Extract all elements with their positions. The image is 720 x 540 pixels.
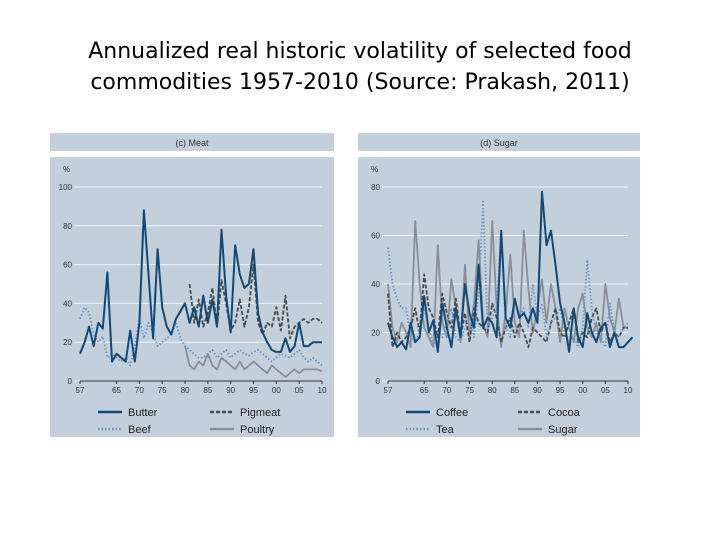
sugar-x-tick-label: 65 <box>420 386 429 395</box>
sugar-x-tick-label: 95 <box>556 386 565 395</box>
meat-chart: (c) Meat% 0 20 40 60 80 100 57 65 70 75 80 85 90 95 00 0… <box>50 133 334 437</box>
meat-legend-label-poultry: Poultry <box>240 424 275 436</box>
sugar-title-band <box>358 151 640 157</box>
meat-x-tick-label: 00 <box>272 386 281 395</box>
sugar-legend-label-cocoa: Cocoa <box>548 407 581 419</box>
meat-y-tick-label: 20 <box>63 338 72 347</box>
sugar-y-tick-label: 0 <box>376 377 381 386</box>
sugar-x-tick-label: 10 <box>624 386 633 395</box>
meat-legend-label-butter: Butter <box>128 407 158 419</box>
meat-x-tick-label: 57 <box>76 386 85 395</box>
sugar-x-tick-label: 70 <box>442 386 451 395</box>
meat-y-tick-label: 0 <box>68 377 73 386</box>
slide-title-line-2: commodities 1957-2010 (Source: Prakash, … <box>90 70 630 95</box>
sugar-series-coffee <box>387 190 634 353</box>
sugar-legend-label-tea: Tea <box>436 424 455 436</box>
sugar-y-tick-label: 20 <box>371 329 380 338</box>
sugar-chart: (d) Sugar% 0 20 40 60 80 57 65 70 75 80 85 90 95 00 05 1… <box>358 133 640 437</box>
sugar-x-tick-label: 05 <box>601 386 610 395</box>
slide-title: Annualized real historic volatility of s… <box>0 36 720 98</box>
meat-series-beef <box>79 306 323 367</box>
sugar-x-tick-label: 75 <box>465 386 474 395</box>
meat-title-band <box>50 151 334 157</box>
meat-x-tick-label: 80 <box>181 386 190 395</box>
meat-x-tick-label: 90 <box>226 386 235 395</box>
meat-unit-label: % <box>63 165 70 174</box>
sugar-x-tick-label: 85 <box>510 386 519 395</box>
slide-title-line-1: Annualized real historic volatility of s… <box>88 39 632 64</box>
meat-x-tick-label: 10 <box>318 386 327 395</box>
meat-chart-title: (c) Meat <box>175 138 209 148</box>
sugar-x-tick-label: 80 <box>488 386 497 395</box>
meat-legend-label-pigmeat: Pigmeat <box>240 407 280 419</box>
sugar-legend-label-sugar: Sugar <box>548 424 578 436</box>
meat-x-tick-label: 95 <box>249 386 258 395</box>
meat-x-tick-label: 75 <box>158 386 167 395</box>
sugar-series-sugar <box>387 220 628 349</box>
meat-y-tick-label: 100 <box>59 183 73 192</box>
sugar-legend-label-coffee: Coffee <box>436 407 468 419</box>
meat-x-tick-label: 65 <box>112 386 121 395</box>
meat-y-tick-label: 40 <box>63 299 72 308</box>
meat-legend-label-beef: Beef <box>128 424 152 436</box>
sugar-y-tick-label: 40 <box>371 280 380 289</box>
meat-series-butter <box>79 209 322 363</box>
sugar-x-tick-label: 00 <box>578 386 587 395</box>
sugar-x-tick-label: 57 <box>384 386 393 395</box>
meat-y-tick-label: 60 <box>63 261 72 270</box>
sugar-y-tick-label: 80 <box>371 183 380 192</box>
meat-panel-background <box>50 133 334 437</box>
sugar-unit-label: % <box>371 165 378 174</box>
meat-x-tick-label: 05 <box>295 386 304 395</box>
meat-y-tick-label: 80 <box>63 222 72 231</box>
meat-x-tick-label: 85 <box>203 386 212 395</box>
sugar-x-tick-label: 90 <box>533 386 542 395</box>
sugar-y-tick-label: 60 <box>371 232 380 241</box>
meat-x-tick-label: 70 <box>135 386 144 395</box>
sugar-chart-title: (d) Sugar <box>480 138 518 148</box>
